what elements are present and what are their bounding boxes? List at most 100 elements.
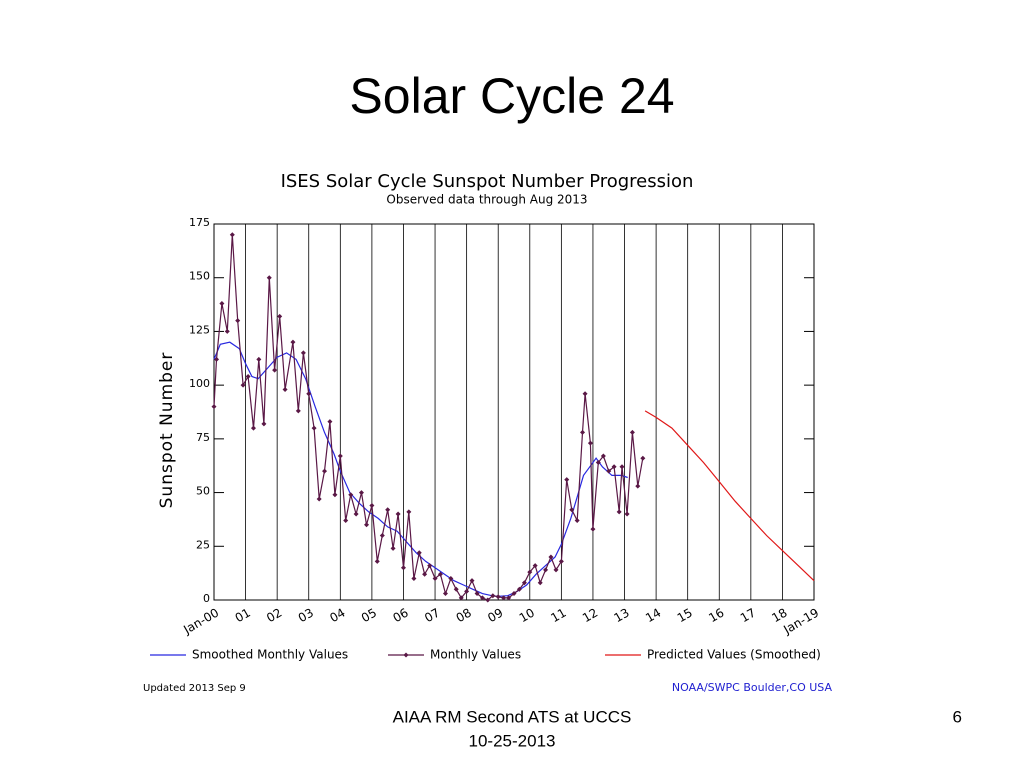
x-tick-label: 07 — [422, 606, 442, 626]
data-point — [395, 511, 401, 517]
data-point — [640, 455, 646, 461]
x-tick-label: 13 — [612, 606, 632, 626]
data-point — [358, 490, 364, 496]
x-tick-label: 05 — [359, 606, 379, 626]
x-tick-label: 17 — [738, 606, 758, 626]
data-point — [322, 468, 328, 474]
x-tick-label: 09 — [485, 606, 505, 626]
data-point — [290, 339, 296, 345]
data-point — [364, 522, 370, 528]
data-point — [616, 509, 622, 515]
x-tick-label: 02 — [264, 606, 284, 626]
data-point — [600, 453, 606, 459]
data-point — [587, 440, 593, 446]
data-point — [211, 404, 217, 410]
data-point — [464, 588, 470, 594]
x-tick-label: 08 — [454, 606, 474, 626]
data-point — [495, 594, 501, 600]
data-point — [595, 459, 601, 465]
x-tick-label: 06 — [390, 606, 410, 626]
data-point — [606, 468, 612, 474]
data-point — [306, 391, 312, 397]
data-point — [453, 586, 459, 592]
y-tick-label: 125 — [189, 323, 210, 336]
x-tick-label: 04 — [327, 606, 347, 626]
y-tick-label: 175 — [189, 216, 210, 229]
data-point — [214, 356, 220, 362]
footer-text: AIAA RM Second ATS at UCCS — [393, 707, 632, 726]
x-tick-label: 12 — [580, 606, 600, 626]
data-point — [416, 550, 422, 556]
legend-marker — [403, 652, 409, 658]
x-tick-label: 15 — [675, 606, 695, 626]
data-point — [311, 425, 317, 431]
data-point — [474, 591, 480, 597]
data-point — [506, 595, 512, 601]
page-number: 6 — [953, 707, 962, 726]
y-tick-label: 0 — [203, 592, 210, 605]
y-tick-label: 50 — [196, 485, 210, 498]
updated-note: Updated 2013 Sep 9 — [143, 683, 246, 694]
series-line — [213, 234, 644, 601]
data-point — [427, 563, 433, 569]
data-point — [348, 492, 354, 498]
slide-title: Solar Cycle 24 — [349, 68, 674, 124]
x-tick-label: 14 — [643, 606, 663, 626]
data-point — [629, 429, 635, 435]
data-point — [277, 313, 283, 319]
data-point — [224, 328, 230, 334]
data-point — [532, 563, 538, 569]
source-note: NOAA/SWPC Boulder,CO USA — [672, 681, 833, 694]
data-point — [437, 571, 443, 577]
data-point — [624, 511, 630, 517]
data-point — [580, 429, 586, 435]
y-axis-label: Sunspot Number — [157, 352, 177, 509]
data-point — [411, 576, 417, 582]
legend-label: Predicted Values (Smoothed) — [647, 648, 821, 662]
data-point — [295, 408, 301, 414]
data-point — [558, 558, 564, 564]
x-tick-label: 18 — [769, 606, 789, 626]
data-point — [543, 567, 549, 573]
data-point — [256, 356, 262, 362]
data-point — [245, 374, 251, 380]
x-tick-label: 11 — [548, 606, 568, 626]
legend-label: Smoothed Monthly Values — [192, 648, 348, 662]
data-point — [422, 571, 428, 577]
data-point — [316, 496, 322, 502]
data-point — [501, 595, 507, 601]
y-tick-label: 75 — [196, 431, 210, 444]
data-point — [548, 554, 554, 560]
data-point — [564, 477, 570, 483]
y-tick-label: 25 — [196, 538, 210, 551]
data-point — [332, 492, 338, 498]
data-point — [574, 518, 580, 524]
data-point — [337, 453, 343, 459]
data-point — [553, 567, 559, 573]
series-line — [644, 410, 815, 582]
data-point — [590, 526, 596, 532]
data-point — [537, 580, 543, 586]
x-tick-label: Jan-00 — [180, 606, 221, 638]
data-point — [400, 565, 406, 571]
data-point — [479, 595, 485, 601]
data-point — [485, 597, 491, 603]
data-point — [619, 464, 625, 470]
data-point — [611, 464, 617, 470]
footer-date: 10-25-2013 — [469, 731, 556, 750]
data-point — [490, 593, 496, 599]
data-point — [469, 578, 475, 584]
data-point — [458, 595, 464, 601]
y-tick-label: 150 — [189, 270, 210, 283]
data-point — [369, 502, 375, 508]
data-point — [229, 232, 235, 238]
chart-title: ISES Solar Cycle Sunspot Number Progress… — [281, 171, 694, 192]
data-point — [379, 533, 385, 539]
legend-label: Monthly Values — [430, 648, 521, 662]
data-point — [266, 275, 272, 281]
data-point — [527, 569, 533, 575]
data-point — [250, 425, 256, 431]
data-point — [569, 507, 575, 513]
data-point — [282, 386, 288, 392]
